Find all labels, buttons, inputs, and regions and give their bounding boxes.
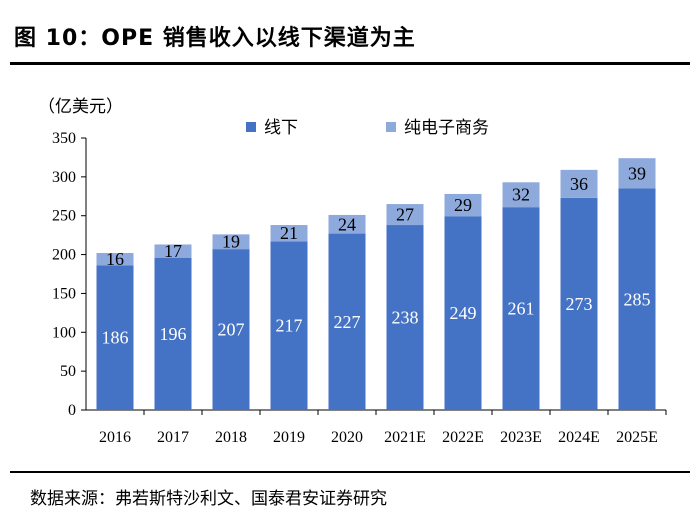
y-unit-label: （亿美元） <box>38 97 123 117</box>
bar-offline <box>212 249 250 410</box>
data-label-ecommerce: 21 <box>280 223 298 243</box>
bar-offline <box>386 225 424 410</box>
y-tick-label: 50 <box>60 363 76 380</box>
y-tick-label: 150 <box>52 285 76 302</box>
bar-ecommerce <box>444 193 482 217</box>
data-label-offline: 273 <box>566 294 593 314</box>
data-label-offline: 217 <box>276 316 303 336</box>
data-label-ecommerce: 24 <box>338 214 356 234</box>
data-label-ecommerce: 19 <box>222 232 240 252</box>
x-tick-label: 2025E <box>616 429 658 446</box>
bar-offline <box>328 233 366 410</box>
bar-ecommerce <box>212 234 250 250</box>
bar-offline <box>96 265 134 410</box>
bar-offline <box>270 241 308 410</box>
y-tick-label: 250 <box>52 208 76 225</box>
legend-swatch <box>246 122 256 132</box>
y-tick-label: 0 <box>68 402 76 419</box>
legend-swatch <box>386 122 396 132</box>
bar-ecommerce <box>96 253 134 266</box>
data-label-offline: 249 <box>450 303 477 323</box>
data-label-ecommerce: 27 <box>396 205 414 225</box>
data-label-ecommerce: 39 <box>628 163 646 183</box>
bar-offline <box>618 188 656 410</box>
bar-ecommerce <box>560 169 598 198</box>
data-label-ecommerce: 29 <box>454 195 472 215</box>
source-note: 数据来源：弗若斯特沙利文、国泰君安证券研究 <box>30 489 387 509</box>
bar-ecommerce <box>386 204 424 226</box>
x-tick-label: 2019 <box>273 429 305 446</box>
bar-offline <box>154 257 192 410</box>
bar-ecommerce <box>154 244 192 258</box>
data-label-offline: 227 <box>334 312 361 332</box>
figure-title: 图 10：OPE 销售收入以线下渠道为主 <box>14 26 416 51</box>
x-tick-label: 2020 <box>331 429 363 446</box>
x-tick-label: 2024E <box>558 429 600 446</box>
source-rule <box>10 471 690 473</box>
x-tick-label: 2016 <box>99 429 131 446</box>
bar-ecommerce <box>502 182 540 208</box>
legend-label: 线下 <box>264 118 298 138</box>
data-label-ecommerce: 36 <box>570 174 588 194</box>
data-label-offline: 207 <box>218 320 245 340</box>
bar-ecommerce <box>328 214 366 234</box>
title-rule <box>10 62 690 65</box>
y-tick-label: 300 <box>52 169 76 186</box>
bar-offline <box>502 207 540 410</box>
data-label-offline: 196 <box>160 324 187 344</box>
data-label-ecommerce: 17 <box>164 241 182 261</box>
data-label-offline: 186 <box>102 328 129 348</box>
x-tick-label: 2021E <box>384 429 426 446</box>
data-label-offline: 261 <box>508 299 535 319</box>
x-tick-label: 2017 <box>157 429 189 446</box>
y-tick-label: 100 <box>52 324 76 341</box>
bar-ecommerce <box>618 158 656 189</box>
data-label-offline: 285 <box>624 289 651 309</box>
x-tick-label: 2018 <box>215 429 247 446</box>
bar-offline <box>444 216 482 410</box>
x-tick-label: 2022E <box>442 429 484 446</box>
bar-ecommerce <box>270 225 308 242</box>
data-label-ecommerce: 32 <box>512 185 530 205</box>
x-tick-label: 2023E <box>500 429 542 446</box>
y-tick-label: 200 <box>52 247 76 264</box>
legend-label: 纯电子商务 <box>404 118 489 138</box>
data-label-offline: 238 <box>392 308 419 328</box>
bar-offline <box>560 197 598 410</box>
y-tick-label: 350 <box>52 130 76 147</box>
data-label-ecommerce: 16 <box>106 249 124 269</box>
